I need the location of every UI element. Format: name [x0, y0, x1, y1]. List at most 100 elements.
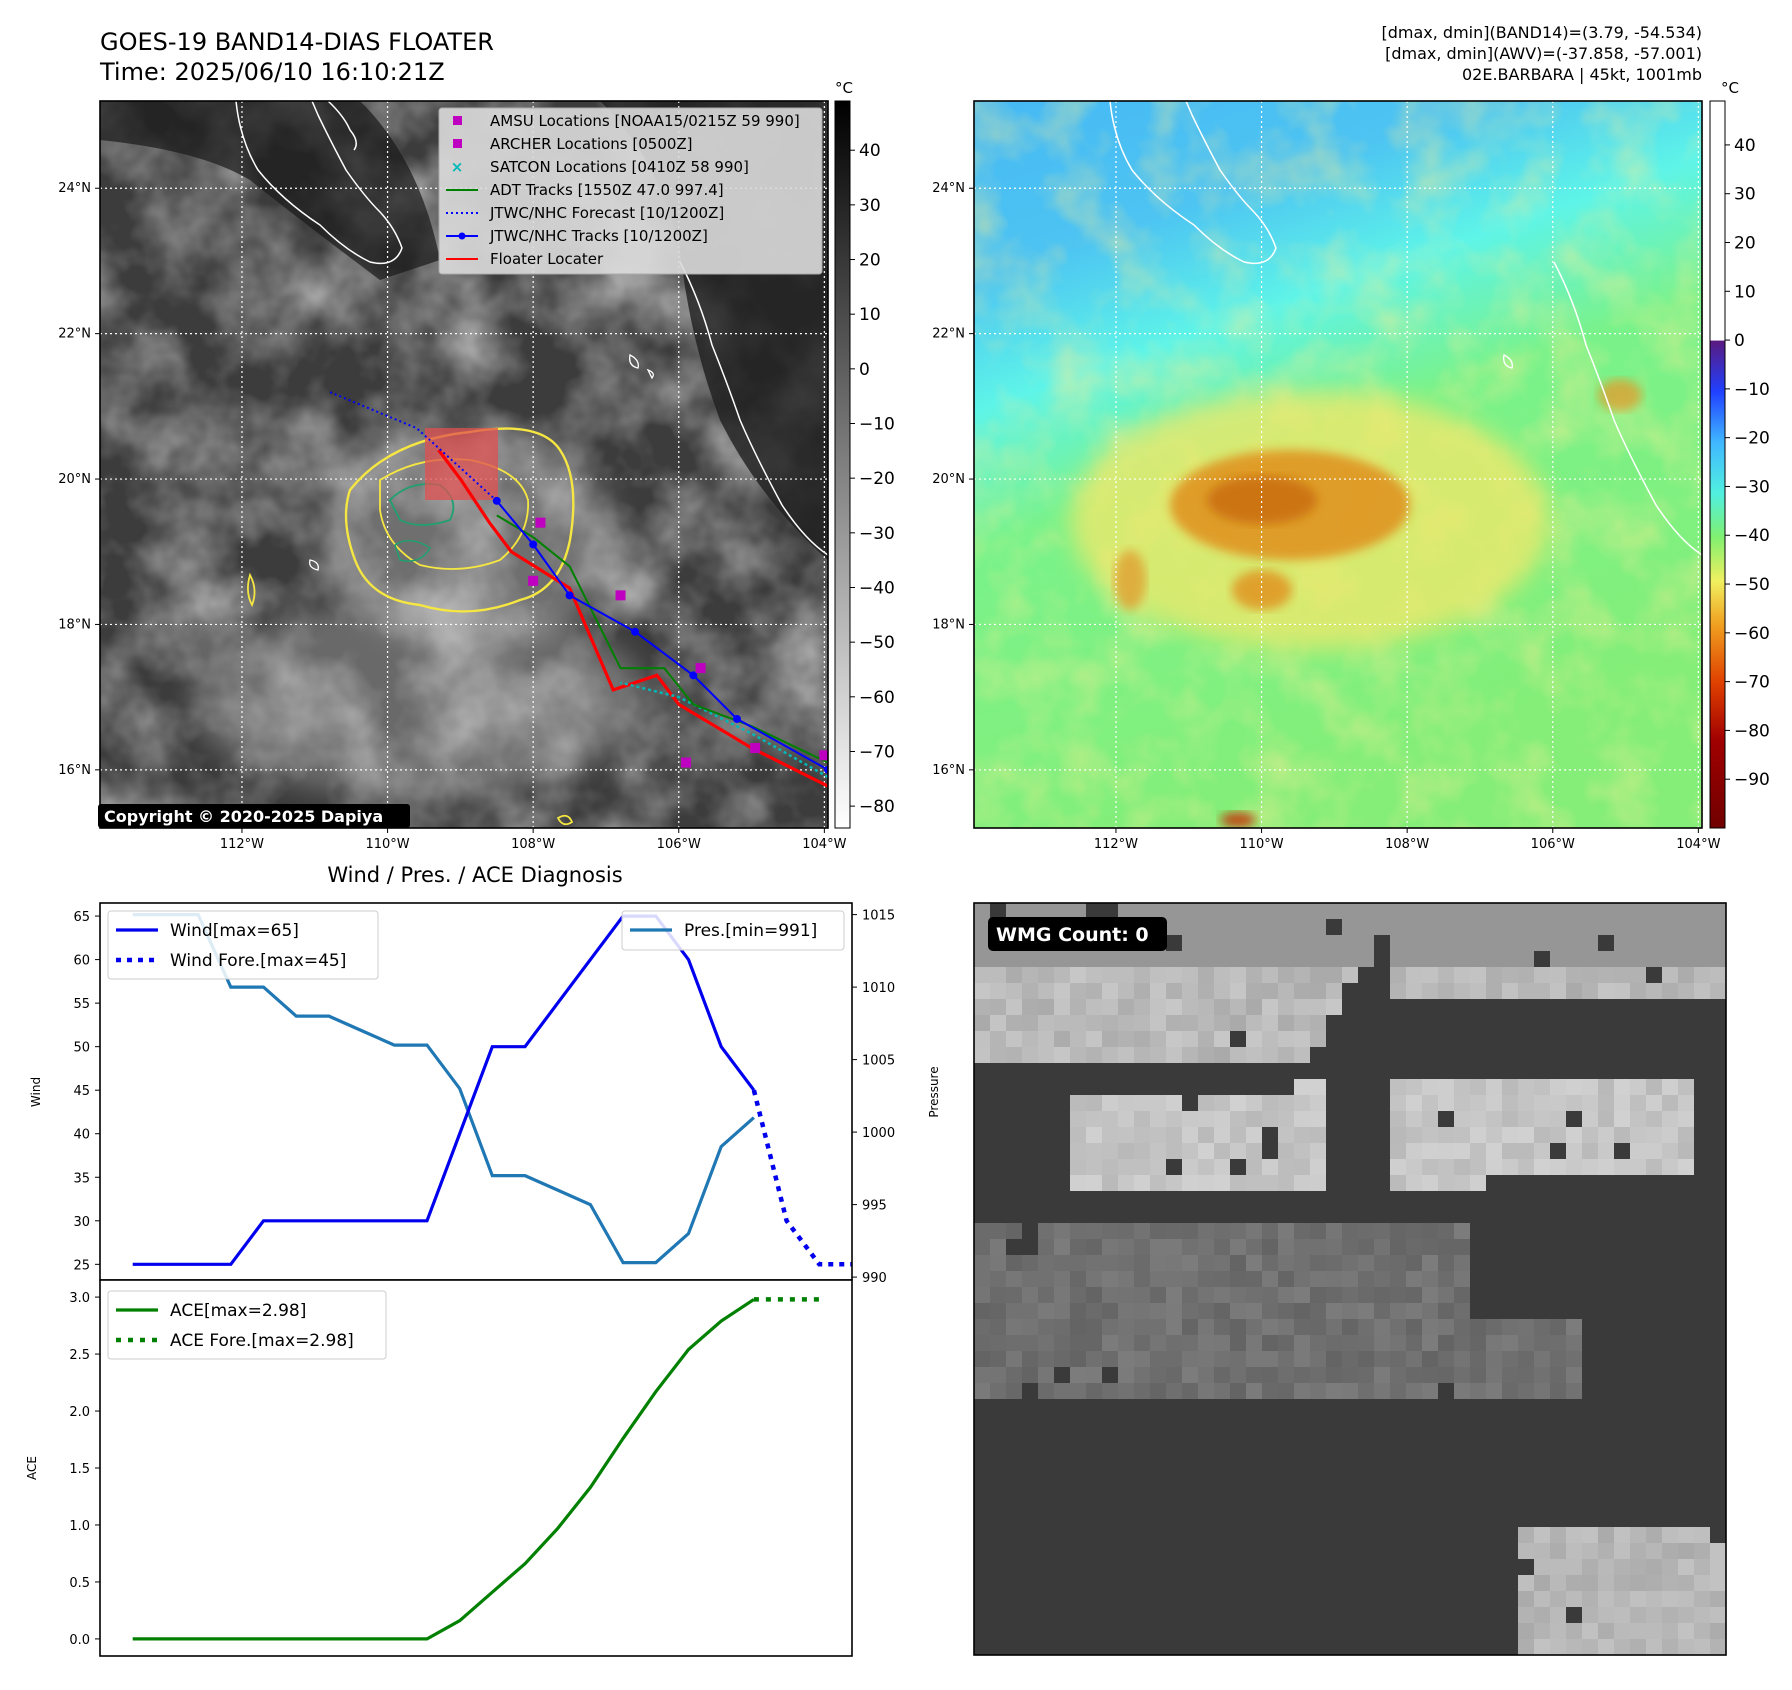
wmg-cell	[1134, 1223, 1150, 1239]
wmg-cell	[1678, 1111, 1694, 1127]
wv-colorbar-label: −40	[1734, 526, 1770, 546]
wmg-cell	[1470, 1127, 1486, 1143]
wmg-cell	[1022, 1047, 1038, 1063]
wmg-cell	[1326, 1239, 1342, 1255]
wmg-cell	[974, 1303, 990, 1319]
wmg-cell	[1342, 935, 1358, 951]
wmg-cell	[1054, 1015, 1070, 1031]
wmg-cell	[1358, 1255, 1374, 1271]
wmg-cell	[1022, 999, 1038, 1015]
wmg-cell	[1390, 967, 1406, 983]
wmg-cell	[1502, 1095, 1518, 1111]
wmg-cell	[1086, 1271, 1102, 1287]
wmg-cell	[1278, 1383, 1294, 1399]
wmg-cell	[1646, 1095, 1662, 1111]
wmg-cell	[1646, 1527, 1662, 1543]
wmg-cell	[1646, 1639, 1662, 1655]
wmg-cell	[1342, 1351, 1358, 1367]
wmg-cell	[974, 1351, 990, 1367]
wmg-cell	[1630, 983, 1646, 999]
wmg-cell	[1550, 1351, 1566, 1367]
wmg-cell	[1486, 1335, 1502, 1351]
wmg-cell	[1230, 935, 1246, 951]
wmg-cell	[1694, 1543, 1710, 1559]
wmg-cell	[1310, 1159, 1326, 1175]
wmg-cell	[1566, 1159, 1582, 1175]
wmg-cell	[974, 1255, 990, 1271]
wmg-cell	[1598, 967, 1614, 983]
wv-colorbar-label: 20	[1734, 233, 1756, 253]
wmg-cell	[1070, 1335, 1086, 1351]
wmg-cell	[1646, 983, 1662, 999]
wmg-cell	[1486, 1319, 1502, 1335]
wmg-cell	[1102, 1303, 1118, 1319]
wmg-cell	[974, 919, 990, 935]
wmg-cell	[1438, 1079, 1454, 1095]
wmg-cell	[1230, 903, 1246, 919]
wmg-cell	[1134, 1111, 1150, 1127]
wmg-cell	[1518, 1591, 1534, 1607]
ir-axis-ticks: 112°W 110°W 108°W 106°W 104°W 24°N 22°N 20°N 18°…	[58, 181, 846, 852]
pressure-legend-label: Pres.[min=991]	[684, 921, 817, 941]
wmg-cell	[1166, 903, 1182, 919]
wmg-cell	[1422, 1367, 1438, 1383]
wmg-cell	[990, 983, 1006, 999]
wmg-cell	[1566, 1639, 1582, 1655]
wmg-cell	[1070, 1015, 1086, 1031]
wmg-cell	[1678, 983, 1694, 999]
wmg-cell	[1406, 919, 1422, 935]
wmg-cell	[1438, 903, 1454, 919]
wmg-cell	[1678, 967, 1694, 983]
wmg-cell	[1566, 1543, 1582, 1559]
wind-tick-label: 60	[73, 954, 90, 969]
wmg-cell	[1406, 967, 1422, 983]
figure-title: GOES-19 BAND14-DIAS FLOATER	[100, 28, 494, 56]
wind-tick-label: 25	[73, 1258, 90, 1273]
wmg-cell	[1006, 1015, 1022, 1031]
wmg-cell	[1454, 935, 1470, 951]
wmg-cell	[1182, 1031, 1198, 1047]
wmg-cell	[1534, 1159, 1550, 1175]
pressure-tick-label: 1005	[862, 1054, 895, 1069]
wmg-cell	[1486, 1367, 1502, 1383]
wmg-cell	[1246, 1095, 1262, 1111]
wmg-cell	[1198, 1111, 1214, 1127]
wmg-cell	[1038, 967, 1054, 983]
wmg-cell	[1454, 903, 1470, 919]
wmg-cell	[1390, 935, 1406, 951]
wmg-cell	[1102, 1287, 1118, 1303]
wmg-cell	[1486, 1159, 1502, 1175]
wmg-cell	[1470, 903, 1486, 919]
wmg-cell	[1310, 1271, 1326, 1287]
wmg-cell	[1342, 1335, 1358, 1351]
wmg-cell	[1118, 1351, 1134, 1367]
wmg-cell	[1166, 983, 1182, 999]
wmg-cell	[1358, 1223, 1374, 1239]
wmg-cell	[1662, 1127, 1678, 1143]
wmg-cell	[1086, 1303, 1102, 1319]
wmg-cell	[1310, 999, 1326, 1015]
wv-core-cell	[1232, 570, 1292, 610]
wmg-cell	[1678, 1079, 1694, 1095]
wmg-cell	[1358, 1287, 1374, 1303]
wmg-cell	[1198, 1015, 1214, 1031]
wmg-cell	[1470, 1335, 1486, 1351]
wv-map-panel: 112°W 110°W 108°W 106°W 104°W 24°N 22°N 20°N 18°…	[932, 100, 1721, 852]
wmg-cell	[1134, 1239, 1150, 1255]
wmg-cell	[1406, 903, 1422, 919]
wmg-cell	[1134, 1287, 1150, 1303]
wmg-cell	[1502, 903, 1518, 919]
wmg-cell	[1534, 983, 1550, 999]
wmg-cell	[1166, 1319, 1182, 1335]
wmg-cell	[1566, 1623, 1582, 1639]
wmg-cell	[1550, 1527, 1566, 1543]
wmg-cell	[1630, 935, 1646, 951]
ace-axis-label: ACE	[25, 1456, 39, 1480]
wmg-cell	[1102, 1047, 1118, 1063]
wmg-cell	[1182, 1319, 1198, 1335]
wmg-cell	[1326, 1271, 1342, 1287]
wmg-cell	[1182, 951, 1198, 967]
wmg-cell	[1182, 967, 1198, 983]
wmg-cell	[1038, 1223, 1054, 1239]
ace-panel: 0.0 0.5 1.0 1.5 2.0 2.5 3.0 ACE ACE[max=2.98] …	[25, 1279, 853, 1657]
